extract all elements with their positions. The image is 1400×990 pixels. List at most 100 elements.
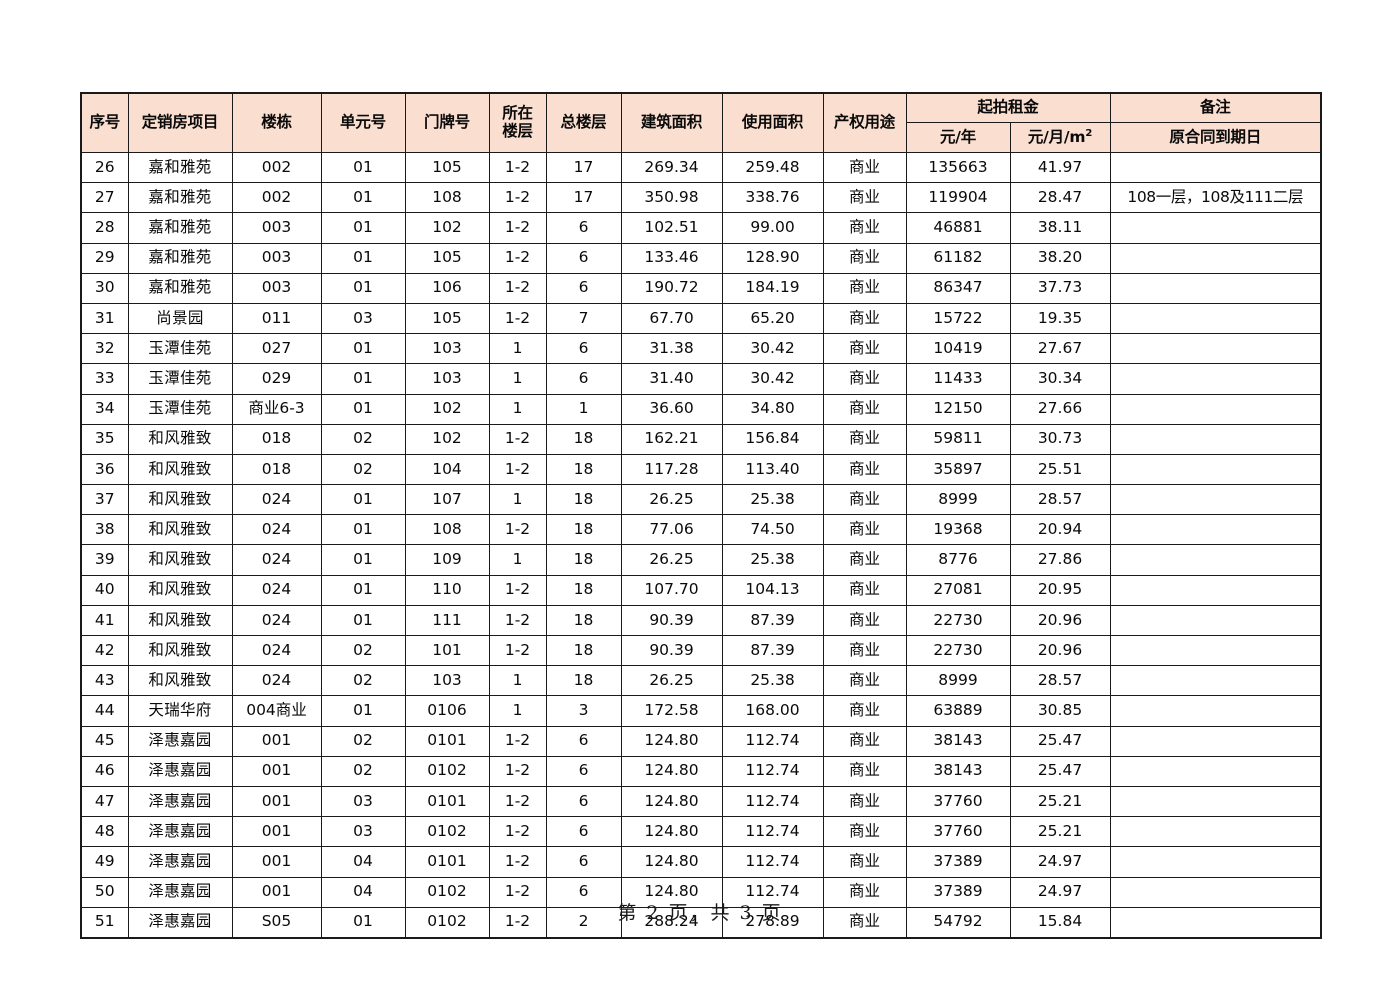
cell-build-area: 350.98 xyxy=(620,182,723,214)
cell-total-floors: 6 xyxy=(545,725,622,757)
cell-index: 36 xyxy=(80,453,129,486)
cell-remark xyxy=(1109,423,1322,455)
column-header-unit-no: 单元号 xyxy=(320,92,406,153)
cell-build-area: 26.25 xyxy=(620,544,723,576)
table-header: 序号 定销房项目 楼栋 单元号 门牌号 所在 楼层 总楼层 建筑面积 使用面积 … xyxy=(80,92,1322,153)
rent-unit-superscript: 2 xyxy=(1085,127,1093,139)
cell-rent-per-year: 8776 xyxy=(905,544,1011,576)
cell-rent-per-year: 35897 xyxy=(905,453,1011,486)
cell-use-area: 87.39 xyxy=(721,604,824,637)
cell-door-no: 0102 xyxy=(404,755,490,787)
cell-index: 49 xyxy=(80,846,129,878)
cell-total-floors: 3 xyxy=(545,695,622,727)
cell-building: 029 xyxy=(231,363,322,395)
cell-unit-no: 01 xyxy=(320,182,406,214)
cell-floor-at: 1-2 xyxy=(488,816,547,848)
cell-total-floors: 2 xyxy=(545,906,622,939)
cell-door-no: 103 xyxy=(404,665,490,697)
cell-use-area: 259.48 xyxy=(721,151,824,184)
cell-unit-no: 02 xyxy=(320,634,406,667)
cell-use-area: 338.76 xyxy=(721,182,824,214)
cell-total-floors: 6 xyxy=(545,242,622,274)
cell-unit-no: 03 xyxy=(320,816,406,848)
cell-property-usage: 商业 xyxy=(822,544,907,576)
cell-property-usage: 商业 xyxy=(822,846,907,878)
cell-total-floors: 6 xyxy=(545,212,622,244)
cell-index: 31 xyxy=(80,302,129,335)
cell-building: 024 xyxy=(231,484,322,516)
cell-unit-no: 04 xyxy=(320,876,406,908)
table-row: 41 和风雅致 024 01 111 1-2 18 90.39 87.39 商业 22730 20.9… xyxy=(80,604,1322,637)
cell-rent-per-month-sqm: 28.47 xyxy=(1009,182,1111,214)
cell-index: 35 xyxy=(80,423,129,455)
cell-property-usage: 商业 xyxy=(822,695,907,727)
cell-use-area: 74.50 xyxy=(721,514,824,546)
cell-rent-per-month-sqm: 27.86 xyxy=(1009,544,1111,576)
cell-build-area: 133.46 xyxy=(620,242,723,274)
cell-build-area: 172.58 xyxy=(620,695,723,727)
rent-listing-table: 序号 定销房项目 楼栋 单元号 门牌号 所在 楼层 总楼层 建筑面积 使用面积 … xyxy=(80,92,1323,939)
cell-floor-at: 1 xyxy=(488,393,547,425)
cell-project: 和风雅致 xyxy=(127,544,233,576)
cell-rent-per-month-sqm: 37.73 xyxy=(1009,272,1111,304)
cell-door-no: 105 xyxy=(404,151,490,184)
column-header-floor-at-line1: 所在 xyxy=(502,104,533,123)
cell-index: 42 xyxy=(80,634,129,667)
cell-property-usage: 商业 xyxy=(822,634,907,667)
cell-rent-per-month-sqm: 25.47 xyxy=(1009,755,1111,787)
cell-rent-per-month-sqm: 24.97 xyxy=(1009,846,1111,878)
table-row: 38 和风雅致 024 01 108 1-2 18 77.06 74.50 商业 19368 20.9… xyxy=(80,514,1322,546)
cell-rent-per-month-sqm: 30.73 xyxy=(1009,423,1111,455)
cell-unit-no: 01 xyxy=(320,333,406,365)
cell-unit-no: 01 xyxy=(320,212,406,244)
cell-door-no: 102 xyxy=(404,212,490,244)
cell-floor-at: 1-2 xyxy=(488,876,547,908)
cell-total-floors: 7 xyxy=(545,302,622,335)
cell-rent-per-year: 12150 xyxy=(905,393,1011,425)
cell-index: 50 xyxy=(80,876,129,908)
cell-index: 37 xyxy=(80,484,129,516)
cell-door-no: 102 xyxy=(404,423,490,455)
cell-use-area: 184.19 xyxy=(721,272,824,304)
cell-unit-no: 02 xyxy=(320,755,406,787)
cell-index: 38 xyxy=(80,514,129,546)
cell-build-area: 102.51 xyxy=(620,212,723,244)
cell-project: 泽惠嘉园 xyxy=(127,846,233,878)
cell-project: 嘉和雅苑 xyxy=(127,242,233,274)
table-row: 32 玉潭佳苑 027 01 103 1 6 31.38 30.42 商业 10419 27.67 xyxy=(80,333,1322,365)
cell-unit-no: 01 xyxy=(320,242,406,274)
table-row: 28 嘉和雅苑 003 01 102 1-2 6 102.51 99.00 商业 46881 38.1… xyxy=(80,212,1322,244)
cell-rent-per-year: 19368 xyxy=(905,514,1011,546)
table-header-row-secondary: 元/年 元/月/m2 原合同到期日 xyxy=(81,122,1322,153)
cell-door-no: 0101 xyxy=(404,846,490,878)
cell-index: 26 xyxy=(80,151,129,184)
cell-project: 泽惠嘉园 xyxy=(127,906,233,939)
column-header-project: 定销房项目 xyxy=(127,92,233,153)
column-header-remark-sub: 原合同到期日 xyxy=(1109,122,1322,153)
table-row: 46 泽惠嘉园 001 02 0102 1-2 6 124.80 112.74 商业 38143 25… xyxy=(80,755,1322,787)
cell-door-no: 106 xyxy=(404,272,490,304)
column-header-building: 楼栋 xyxy=(231,92,322,153)
cell-property-usage: 商业 xyxy=(822,785,907,818)
column-header-property-usage: 产权用途 xyxy=(822,92,907,153)
cell-project: 嘉和雅苑 xyxy=(127,212,233,244)
cell-build-area: 31.38 xyxy=(620,333,723,365)
cell-door-no: 0102 xyxy=(404,876,490,908)
cell-remark xyxy=(1109,604,1322,637)
cell-total-floors: 6 xyxy=(545,363,622,395)
cell-unit-no: 01 xyxy=(320,604,406,637)
table-row: 40 和风雅致 024 01 110 1-2 18 107.70 104.13 商业 27081 20… xyxy=(80,574,1322,606)
table-row: 26 嘉和雅苑 002 01 105 1-2 17 269.34 259.48 商业 135663 4… xyxy=(80,151,1322,184)
cell-total-floors: 18 xyxy=(545,544,622,576)
cell-index: 43 xyxy=(80,665,129,697)
cell-index: 44 xyxy=(80,695,129,727)
cell-door-no: 0101 xyxy=(404,785,490,818)
table-row: 51 泽惠嘉园 S05 01 0102 1-2 2 288.24 278.89 商业 54792 15… xyxy=(80,906,1322,939)
table-row: 47 泽惠嘉园 001 03 0101 1-2 6 124.80 112.74 商业 37760 25… xyxy=(80,785,1322,818)
cell-building: 003 xyxy=(231,242,322,274)
cell-unit-no: 01 xyxy=(320,272,406,304)
cell-rent-per-year: 8999 xyxy=(905,665,1011,697)
cell-floor-at: 1-2 xyxy=(488,423,547,455)
cell-remark xyxy=(1109,514,1322,546)
cell-rent-per-year: 37760 xyxy=(905,785,1011,818)
